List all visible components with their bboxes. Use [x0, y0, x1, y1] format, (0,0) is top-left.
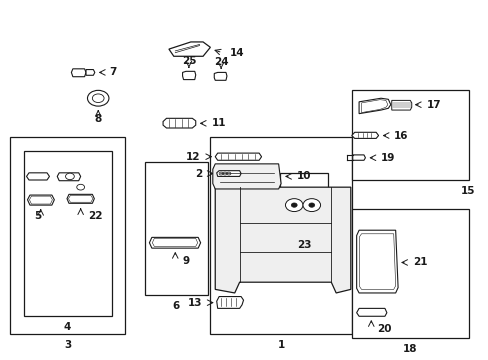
Polygon shape	[352, 155, 365, 160]
Text: 15: 15	[460, 186, 474, 196]
Text: 2: 2	[194, 168, 202, 179]
Circle shape	[87, 90, 109, 106]
Text: 13: 13	[187, 298, 202, 308]
Text: 24: 24	[213, 57, 228, 67]
Polygon shape	[214, 72, 226, 80]
Polygon shape	[86, 69, 95, 75]
Text: 19: 19	[380, 153, 395, 163]
Polygon shape	[27, 195, 54, 205]
Polygon shape	[391, 100, 411, 110]
Polygon shape	[215, 187, 350, 293]
Text: 4: 4	[63, 322, 71, 332]
Text: 7: 7	[109, 67, 117, 77]
Text: 5: 5	[34, 211, 41, 221]
Polygon shape	[215, 153, 261, 160]
Polygon shape	[216, 297, 243, 309]
Bar	[10, 137, 125, 334]
Text: 16: 16	[393, 131, 408, 140]
Polygon shape	[26, 173, 49, 180]
Polygon shape	[182, 71, 195, 80]
Circle shape	[285, 199, 303, 212]
Polygon shape	[212, 164, 281, 189]
Text: 11: 11	[211, 118, 225, 128]
Text: 9: 9	[182, 256, 189, 266]
Polygon shape	[71, 69, 86, 77]
Text: 25: 25	[181, 56, 196, 66]
Bar	[351, 90, 468, 180]
Text: 6: 6	[172, 301, 180, 311]
Polygon shape	[356, 230, 397, 293]
Text: 17: 17	[426, 100, 441, 110]
Text: 3: 3	[64, 340, 71, 350]
Bar	[279, 173, 328, 234]
Bar	[351, 209, 468, 338]
Polygon shape	[57, 173, 81, 181]
Bar	[210, 137, 351, 334]
Text: 20: 20	[376, 324, 391, 334]
Circle shape	[65, 173, 74, 180]
Circle shape	[303, 199, 320, 212]
Polygon shape	[149, 237, 200, 248]
Polygon shape	[163, 118, 195, 128]
Polygon shape	[356, 309, 386, 316]
Polygon shape	[216, 171, 241, 176]
Circle shape	[291, 203, 297, 207]
Bar	[144, 162, 207, 295]
Text: 18: 18	[402, 343, 417, 354]
Circle shape	[308, 203, 314, 207]
Text: 12: 12	[186, 152, 200, 162]
Circle shape	[77, 184, 84, 190]
Text: 1: 1	[277, 340, 284, 350]
Polygon shape	[358, 98, 390, 114]
Polygon shape	[351, 132, 378, 138]
Polygon shape	[168, 42, 210, 56]
Bar	[24, 151, 112, 316]
Text: 8: 8	[94, 114, 102, 124]
Polygon shape	[67, 194, 94, 203]
Text: 23: 23	[296, 239, 310, 249]
Text: 10: 10	[296, 171, 310, 181]
Text: 14: 14	[229, 48, 244, 58]
Text: 21: 21	[412, 257, 427, 267]
Text: 22: 22	[88, 211, 103, 221]
